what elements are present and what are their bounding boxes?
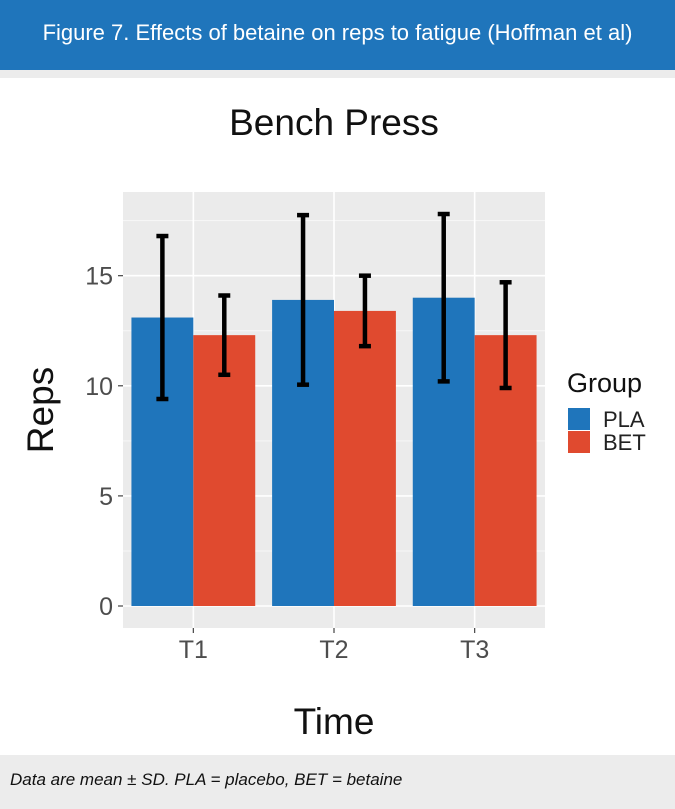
legend-key-bet xyxy=(568,431,590,453)
y-tick-label: 5 xyxy=(99,483,113,511)
legend-key-pla xyxy=(568,408,590,430)
chart-title: Bench Press xyxy=(229,102,439,143)
error-bar-pla-t1 xyxy=(156,233,169,402)
y-tick-label: 0 xyxy=(99,593,113,621)
legend-label-pla: PLA xyxy=(603,407,645,432)
error-bars-group xyxy=(156,211,512,402)
y-axis-label: Reps xyxy=(20,367,61,453)
figure-header: Figure 7. Effects of betaine on reps to … xyxy=(0,0,675,70)
figure-title: Figure 7. Effects of betaine on reps to … xyxy=(42,20,633,45)
bar-bet-t2 xyxy=(334,310,396,606)
bar-chart: Bench Press 0 5 10 15 T1 T2 T3 Reps Time Grou… xyxy=(20,102,646,742)
x-tick-label: T3 xyxy=(460,636,489,664)
bars-group xyxy=(131,297,537,606)
x-axis-label: Time xyxy=(294,701,375,742)
x-axis: T1 T2 T3 xyxy=(179,628,489,664)
legend-title: Group xyxy=(567,368,642,398)
figure-footer: Data are mean ± SD. PLA = placebo, BET =… xyxy=(0,755,675,809)
x-tick-label: T1 xyxy=(179,636,208,664)
error-bar-bet-t2 xyxy=(358,273,371,349)
footnote: Data are mean ± SD. PLA = placebo, BET =… xyxy=(10,770,403,789)
x-tick-label: T2 xyxy=(319,636,348,664)
error-bar-pla-t3 xyxy=(437,211,450,384)
y-axis: 0 5 10 15 xyxy=(85,263,123,621)
error-bar-bet-t1 xyxy=(218,293,231,378)
chart-panel: Bench Press 0 5 10 15 T1 T2 T3 Reps Time Grou… xyxy=(0,78,675,755)
error-bar-bet-t3 xyxy=(499,280,512,391)
error-bar-pla-t2 xyxy=(297,212,310,387)
y-tick-label: 15 xyxy=(85,263,113,291)
bar-bet-t1 xyxy=(193,335,256,606)
y-tick-label: 10 xyxy=(85,373,113,401)
legend-label-bet: BET xyxy=(603,430,646,455)
